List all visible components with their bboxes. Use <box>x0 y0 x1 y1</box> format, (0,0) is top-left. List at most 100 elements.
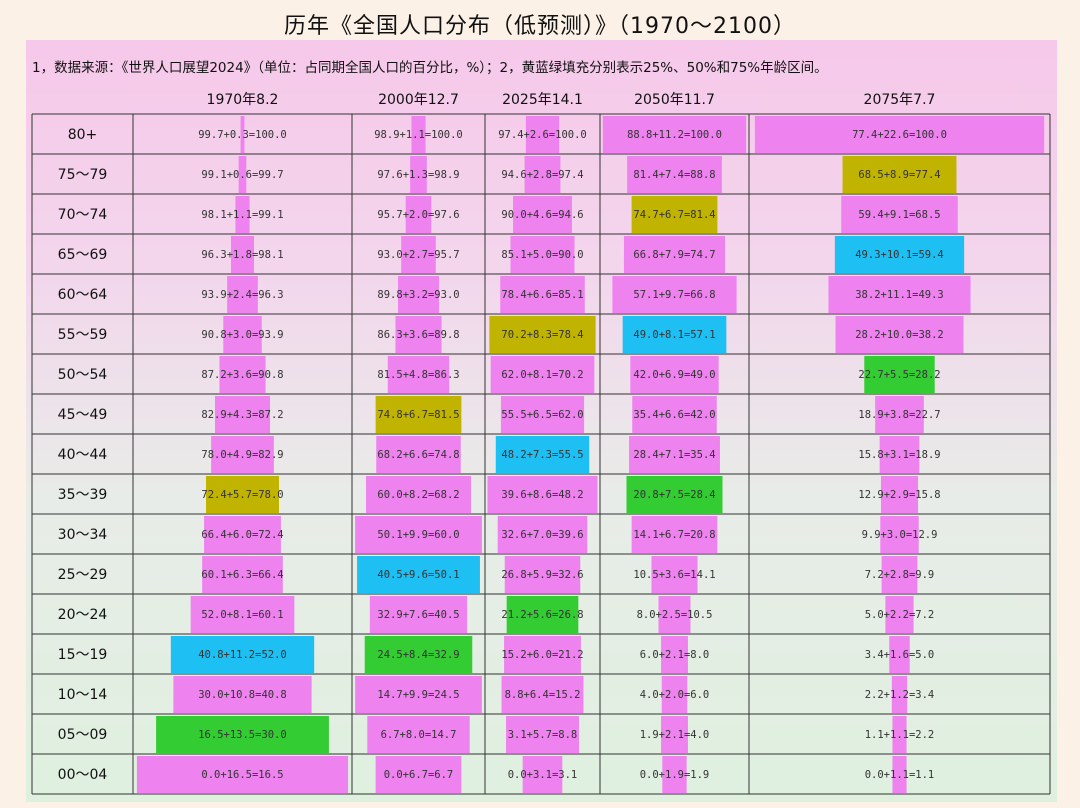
cell-label-0-12: 52.0+8.1=60.1 <box>201 609 283 621</box>
cell-label-4-7: 18.9+3.8=22.7 <box>858 409 940 421</box>
cell-label-0-6: 87.2+3.6=90.8 <box>201 369 283 381</box>
bar-2-4 <box>500 276 585 313</box>
cell-label-4-0: 77.4+22.6=100.0 <box>852 129 947 141</box>
bar-0-16 <box>136 756 349 793</box>
age-label-2: 70～74 <box>58 207 108 223</box>
age-label-1: 75～79 <box>58 167 108 183</box>
age-label-16: 00～04 <box>58 767 108 783</box>
cell-label-0-5: 90.8+3.0=93.9 <box>201 329 283 341</box>
cell-label-0-13: 40.8+11.2=52.0 <box>198 649 287 661</box>
bar-1-12 <box>369 596 468 633</box>
bar-0-9 <box>206 476 279 513</box>
bar-0-14 <box>173 676 312 713</box>
bar-1-14 <box>355 676 482 713</box>
cell-label-2-1: 94.6+2.8=97.4 <box>501 169 583 181</box>
column-header-1: 2000年12.7 <box>378 92 459 108</box>
cell-label-4-3: 49.3+10.1=59.4 <box>855 249 944 261</box>
cell-label-0-7: 82.9+4.3=87.2 <box>201 409 283 421</box>
bar-1-13 <box>364 636 473 673</box>
cell-label-4-2: 59.4+9.1=68.5 <box>858 209 940 221</box>
cell-label-3-14: 4.0+2.0=6.0 <box>640 689 710 701</box>
cell-label-2-16: 0.0+3.1=3.1 <box>508 769 578 781</box>
bar-0-8 <box>211 436 274 473</box>
bar-2-8 <box>495 436 590 473</box>
bar-3-0 <box>602 116 747 153</box>
bar-2-2 <box>513 196 572 233</box>
cell-label-0-3: 96.3+1.8=98.1 <box>201 249 283 261</box>
cell-label-1-10: 50.1+9.9=60.0 <box>377 529 459 541</box>
cell-label-3-8: 28.4+7.1=35.4 <box>633 449 715 461</box>
bar-2-0 <box>525 116 560 153</box>
cell-label-0-8: 78.0+4.9=82.9 <box>201 449 283 461</box>
cell-label-3-7: 35.4+6.6=42.0 <box>633 409 715 421</box>
bar-4-7 <box>875 396 924 433</box>
cell-label-3-10: 14.1+6.7=20.8 <box>633 529 715 541</box>
cell-label-3-3: 66.8+7.9=74.7 <box>633 249 715 261</box>
cell-label-1-11: 40.5+9.6=50.1 <box>377 569 459 581</box>
bar-2-3 <box>510 236 575 273</box>
bar-2-16 <box>522 756 563 793</box>
bar-1-15 <box>367 716 470 753</box>
age-label-12: 20～24 <box>58 607 108 623</box>
cell-label-1-2: 95.7+2.0=97.6 <box>377 209 459 221</box>
cell-label-3-6: 42.0+6.9=49.0 <box>633 369 715 381</box>
bar-4-16 <box>892 756 907 793</box>
cell-label-1-0: 98.9+1.1=100.0 <box>374 129 463 141</box>
bar-0-0 <box>240 116 245 153</box>
cell-label-0-14: 30.0+10.8=40.8 <box>198 689 287 701</box>
bar-1-6 <box>387 356 450 393</box>
bar-4-11 <box>881 556 918 593</box>
bar-0-1 <box>238 156 247 193</box>
bar-4-14 <box>891 676 908 713</box>
bar-2-5 <box>489 316 596 353</box>
cell-label-3-15: 1.9+2.1=4.0 <box>640 729 710 741</box>
bar-1-1 <box>410 156 427 193</box>
cell-label-1-13: 24.5+8.4=32.9 <box>377 649 459 661</box>
bar-4-5 <box>835 316 964 353</box>
bar-3-14 <box>661 676 688 713</box>
bar-1-4 <box>398 276 439 313</box>
cell-label-1-16: 0.0+6.7=6.7 <box>384 769 454 781</box>
cell-label-1-1: 97.6+1.3=98.9 <box>377 169 459 181</box>
age-label-6: 50～54 <box>58 367 108 383</box>
age-label-7: 45～49 <box>58 407 108 423</box>
age-label-5: 55～59 <box>58 327 108 343</box>
bar-0-6 <box>219 356 266 393</box>
cell-label-4-15: 1.1+1.1=2.2 <box>865 729 935 741</box>
bar-0-2 <box>235 196 250 233</box>
bar-0-12 <box>190 596 295 633</box>
bar-3-4 <box>612 276 737 313</box>
cell-label-3-2: 74.7+6.7=81.4 <box>633 209 715 221</box>
bar-3-8 <box>629 436 720 473</box>
column-header-3: 2050年11.7 <box>634 92 715 108</box>
cell-label-2-0: 97.4+2.6=100.0 <box>498 129 587 141</box>
cell-label-0-16: 0.0+16.5=16.5 <box>201 769 283 781</box>
cell-label-4-4: 38.2+11.1=49.3 <box>855 289 944 301</box>
cell-label-3-16: 0.0+1.9=1.9 <box>640 769 710 781</box>
age-label-4: 60～64 <box>58 287 108 303</box>
bar-4-0 <box>754 116 1045 153</box>
bar-3-5 <box>622 316 727 353</box>
cell-label-1-7: 74.8+6.7=81.5 <box>377 409 459 421</box>
bar-0-7 <box>214 396 271 433</box>
cell-label-4-13: 3.4+1.6=5.0 <box>865 649 935 661</box>
bar-4-8 <box>879 436 920 473</box>
cell-label-1-3: 93.0+2.7=95.7 <box>377 249 459 261</box>
cell-label-3-1: 81.4+7.4=88.8 <box>633 169 715 181</box>
cell-label-4-9: 12.9+2.9=15.8 <box>858 489 940 501</box>
bar-4-6 <box>864 356 935 393</box>
bar-3-16 <box>662 756 687 793</box>
cell-label-3-9: 20.8+7.5=28.4 <box>633 489 715 501</box>
bar-3-7 <box>632 396 717 433</box>
bar-0-15 <box>156 716 329 753</box>
bar-1-10 <box>355 516 482 553</box>
age-label-9: 35～39 <box>58 487 108 503</box>
bar-3-10 <box>631 516 718 553</box>
cell-label-2-13: 15.2+6.0=21.2 <box>501 649 583 661</box>
bar-2-1 <box>524 156 561 193</box>
bar-1-16 <box>375 756 462 793</box>
bar-2-9 <box>487 476 598 513</box>
age-label-11: 25～29 <box>58 567 108 583</box>
cell-label-0-0: 99.7+0.3=100.0 <box>198 129 287 141</box>
bar-0-5 <box>223 316 262 353</box>
